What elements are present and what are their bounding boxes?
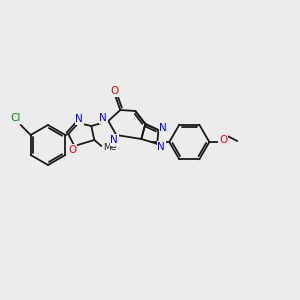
Text: N: N [110,135,118,145]
Text: O: O [68,145,76,155]
Text: N: N [159,123,167,133]
Text: N: N [99,113,107,123]
Text: Me: Me [103,143,116,152]
Text: Cl: Cl [11,113,21,123]
Text: N: N [75,114,83,124]
Text: N: N [158,142,165,152]
Text: O: O [110,86,118,96]
Text: O: O [219,135,227,145]
